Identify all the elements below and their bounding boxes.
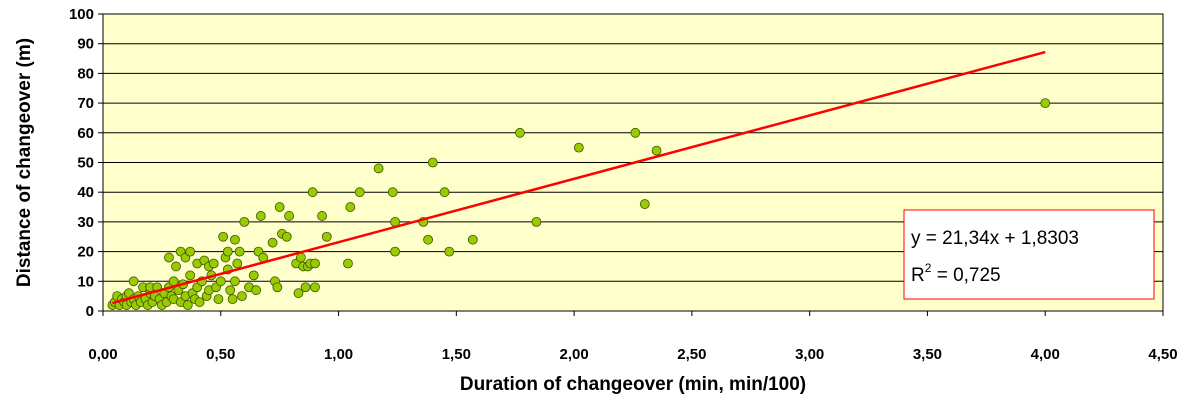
x-axis-ticks: 0,00 0,50 1,00 1,50 2,00 2,50 3,00 3,50 4,00 4,50 bbox=[88, 311, 1178, 363]
x-axis-title: Duration of changeover (min, min/100) bbox=[460, 374, 806, 395]
y-tick-label: 80 bbox=[77, 65, 94, 82]
data-point bbox=[310, 258, 320, 269]
x-tick-label: 3,50 bbox=[913, 346, 942, 363]
y-tick-label: 20 bbox=[77, 244, 94, 261]
data-point bbox=[255, 211, 266, 221]
data-point bbox=[390, 246, 400, 257]
data-points bbox=[107, 98, 1051, 310]
data-point bbox=[651, 145, 662, 156]
data-point bbox=[281, 231, 292, 242]
data-point bbox=[227, 294, 238, 305]
y-tick-label: 50 bbox=[77, 155, 94, 172]
trendline-equation-box: y = 21,34x + 1,8303 R2 = 0,725 bbox=[903, 209, 1155, 300]
data-point bbox=[194, 297, 205, 307]
data-point bbox=[230, 234, 240, 245]
data-point bbox=[171, 261, 181, 272]
data-point bbox=[225, 285, 236, 296]
y-tick-label: 90 bbox=[77, 36, 94, 53]
data-point bbox=[234, 246, 245, 257]
data-point bbox=[317, 211, 327, 221]
data-point bbox=[531, 216, 542, 227]
data-point bbox=[208, 258, 219, 269]
data-point bbox=[128, 276, 139, 287]
data-point bbox=[284, 211, 294, 221]
data-point bbox=[222, 246, 233, 257]
y-axis-ticks: 0 10 20 30 40 50 60 70 80 90 100 bbox=[69, 6, 103, 320]
data-point bbox=[230, 276, 240, 287]
r-squared-value: = 0,725 bbox=[931, 265, 1000, 286]
y-axis-title: Distance of changeover (m) bbox=[14, 38, 35, 287]
trendline-equation: y = 21,34x + 1,8303 bbox=[911, 228, 1079, 249]
data-point bbox=[467, 234, 478, 245]
data-point bbox=[439, 187, 450, 198]
r-squared-prefix: R bbox=[911, 265, 925, 286]
data-point bbox=[213, 294, 224, 305]
data-point bbox=[164, 252, 174, 263]
data-point bbox=[354, 187, 365, 198]
x-tick-label: 1,50 bbox=[442, 346, 471, 363]
y-tick-label: 0 bbox=[86, 303, 94, 320]
data-point bbox=[639, 199, 650, 209]
data-point bbox=[1040, 98, 1051, 108]
data-point bbox=[373, 163, 384, 174]
r-squared-superscript: 2 bbox=[925, 261, 932, 275]
data-point bbox=[444, 246, 455, 257]
data-point bbox=[267, 237, 278, 248]
data-point bbox=[218, 231, 229, 242]
data-point bbox=[345, 202, 356, 212]
y-tick-label: 100 bbox=[69, 6, 94, 23]
x-tick-label: 2,50 bbox=[677, 346, 706, 363]
data-point bbox=[307, 187, 318, 198]
x-tick-label: 4,00 bbox=[1031, 346, 1060, 363]
data-point bbox=[630, 127, 641, 138]
data-point bbox=[427, 157, 438, 168]
data-point bbox=[182, 300, 193, 310]
x-tick-label: 2,00 bbox=[560, 346, 589, 363]
data-point bbox=[423, 234, 433, 245]
data-point bbox=[185, 246, 196, 257]
x-tick-label: 0,00 bbox=[88, 346, 117, 363]
data-point bbox=[387, 187, 398, 198]
y-tick-label: 10 bbox=[77, 273, 94, 290]
r-squared: R2 = 0,725 bbox=[911, 261, 1001, 286]
x-tick-label: 4,50 bbox=[1148, 346, 1177, 363]
data-point bbox=[232, 258, 243, 269]
data-point bbox=[237, 291, 247, 302]
data-point bbox=[239, 216, 250, 227]
data-point bbox=[300, 282, 311, 293]
data-point bbox=[293, 288, 304, 299]
trendline bbox=[112, 50, 1046, 305]
y-tick-label: 30 bbox=[77, 214, 94, 231]
equation-box-frame bbox=[903, 209, 1155, 300]
y-tick-label: 70 bbox=[77, 95, 94, 112]
data-point bbox=[251, 285, 262, 296]
y-tick-label: 40 bbox=[77, 184, 94, 201]
plot-border bbox=[102, 13, 1164, 312]
data-point bbox=[310, 282, 320, 293]
data-point bbox=[321, 231, 332, 242]
x-tick-label: 1,00 bbox=[324, 346, 353, 363]
data-point bbox=[573, 142, 584, 153]
data-point bbox=[515, 127, 525, 138]
data-point bbox=[248, 270, 259, 281]
data-point bbox=[274, 202, 285, 212]
x-tick-label: 0,50 bbox=[206, 346, 235, 363]
data-point bbox=[215, 276, 226, 287]
x-tick-label: 3,00 bbox=[795, 346, 824, 363]
data-point bbox=[272, 282, 283, 293]
data-point bbox=[343, 258, 353, 269]
y-tick-label: 60 bbox=[77, 125, 94, 142]
data-point bbox=[185, 270, 196, 281]
